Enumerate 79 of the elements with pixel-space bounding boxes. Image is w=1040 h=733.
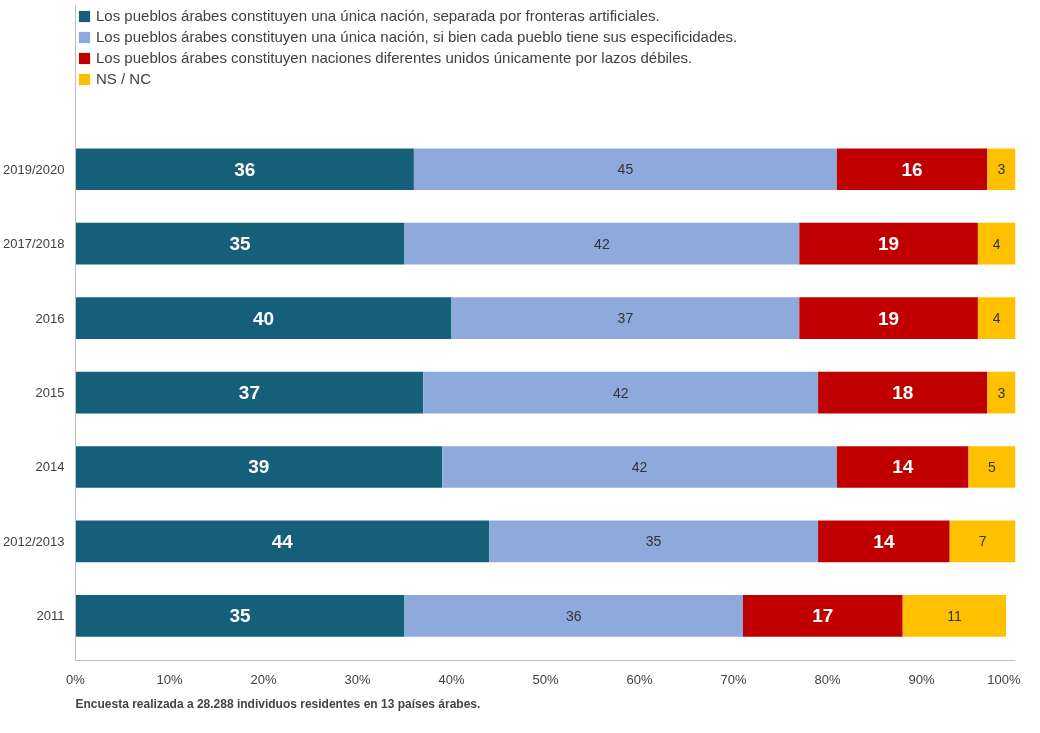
- y-tick-label: 2019/2020: [3, 161, 65, 177]
- bar: [818, 371, 988, 414]
- x-tick-label: 80%: [814, 671, 841, 687]
- legend-label: Los pueblos árabes constituyen naciones diferentes unidos únicamente por lazos débiles.: [96, 49, 693, 66]
- y-tick-label: 2014: [35, 459, 65, 475]
- data-label: 42: [631, 458, 648, 475]
- bar: [987, 148, 1016, 191]
- bar: [75, 520, 490, 563]
- bar: [799, 297, 978, 339]
- legend-label: NS / NC: [96, 70, 152, 87]
- data-label: 42: [594, 235, 610, 252]
- x-tick-label: 0%: [66, 671, 86, 687]
- data-label: 19: [878, 307, 900, 329]
- bar: [799, 222, 978, 265]
- data-label: 11: [947, 607, 962, 624]
- y-tick-label: 2011: [36, 608, 65, 624]
- text: Encuesta realizada a 28.288 individuos residentes en 13 países árabes.: [75, 696, 481, 711]
- data-label: 36: [234, 158, 256, 180]
- bar: [75, 297, 452, 339]
- legend-label: Los pueblos árabes constituyen una única nación, separada por fronteras artificiales.: [96, 7, 660, 24]
- data-label: 37: [238, 382, 260, 404]
- bar: [987, 371, 1016, 414]
- data-label: 40: [252, 307, 275, 329]
- bar: [489, 520, 819, 563]
- y-tick-label: 2016: [35, 310, 65, 326]
- data-label: 42: [612, 384, 629, 401]
- data-label: 16: [901, 158, 923, 180]
- bar: [75, 148, 414, 191]
- bar: [75, 446, 443, 488]
- data-label: 35: [229, 605, 251, 627]
- bar: [413, 148, 837, 191]
- bar: [977, 297, 1016, 339]
- data-label: 3: [997, 384, 1006, 401]
- data-label: 4: [992, 310, 1001, 327]
- data-label: 19: [878, 233, 900, 255]
- bar: [836, 446, 969, 488]
- data-label: 17: [812, 605, 834, 627]
- data-label: 14: [892, 456, 914, 478]
- bar: [949, 520, 1016, 563]
- bar: [968, 446, 1016, 488]
- data-label: 36: [565, 607, 582, 624]
- bar: [442, 446, 837, 488]
- bar: [818, 520, 950, 563]
- data-label: 3: [997, 161, 1006, 178]
- y-tick-label: 2017/2018: [3, 236, 65, 252]
- bar: [423, 371, 819, 414]
- data-label: 4: [992, 235, 1001, 252]
- x-tick-label: 50%: [532, 671, 559, 687]
- x-tick-label: 10%: [156, 671, 183, 687]
- bar: [75, 222, 405, 265]
- x-tick-label: 100%: [987, 671, 1021, 687]
- bar: [404, 595, 743, 637]
- x-tick-label: 60%: [626, 671, 653, 687]
- bar: [902, 595, 1007, 637]
- bar: [836, 148, 988, 191]
- data-label: 7: [978, 533, 987, 550]
- data-label: 14: [873, 530, 895, 552]
- y-tick-label: 2015: [35, 385, 65, 401]
- x-tick-label: 90%: [908, 671, 935, 687]
- data-label: 37: [617, 310, 634, 327]
- legend-label: Los pueblos árabes constituyen una única nación, si bien cada pueblo tiene sus especificidades.: [96, 28, 738, 45]
- y-tick-label: 2012/2013: [3, 533, 65, 549]
- x-tick-label: 20%: [250, 671, 277, 687]
- x-tick-label: 40%: [438, 671, 465, 687]
- bar: [451, 297, 800, 339]
- x-tick-label: 70%: [720, 671, 747, 687]
- bar: [977, 222, 1016, 265]
- data-label: 18: [892, 382, 914, 404]
- x-tick-label: 30%: [344, 671, 371, 687]
- data-label: 35: [645, 533, 662, 550]
- data-label: 45: [617, 161, 634, 178]
- bar: [742, 595, 903, 637]
- bar: [75, 371, 424, 414]
- data-label: 39: [248, 456, 270, 478]
- data-label: 5: [988, 458, 997, 475]
- data-label: 35: [229, 233, 251, 255]
- data-label: 44: [271, 530, 294, 552]
- bar: [404, 222, 800, 265]
- bar: [75, 595, 405, 637]
